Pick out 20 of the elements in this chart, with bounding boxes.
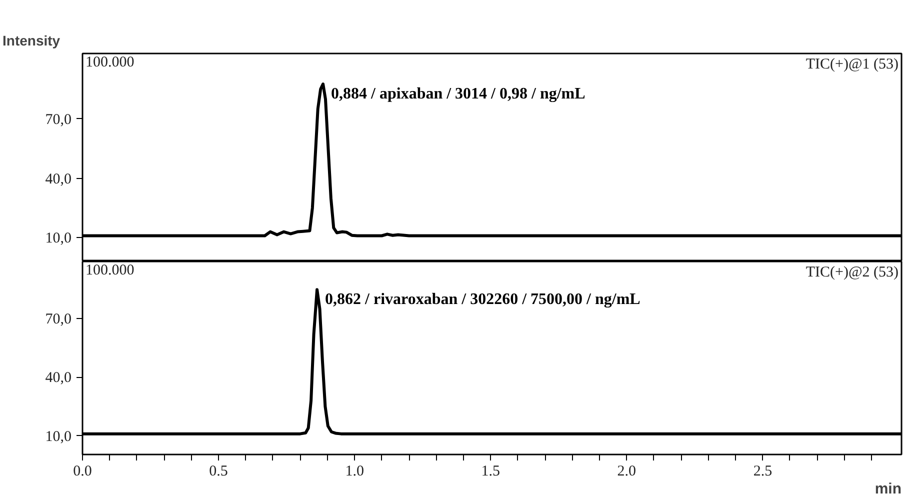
annotation: 100.000 [86, 262, 134, 278]
y-tick-label: 70,0 [45, 112, 72, 128]
y-tick-label: 40,0 [45, 370, 72, 386]
x-tick-label: 0.5 [209, 464, 228, 480]
annotation: TIC(+)@2 (53) [806, 264, 899, 280]
annotation: 100.000 [86, 54, 134, 70]
x-tick-label: 2.5 [753, 464, 772, 480]
x-tick-label: 2.0 [617, 464, 636, 480]
y-tick-label: 70,0 [45, 312, 72, 328]
y-tick-label: 10,0 [45, 230, 72, 247]
annotation: 0,884 / apixaban / 3014 / 0,98 / ng/mL [331, 86, 586, 103]
x-tick-label: 1.5 [481, 464, 500, 480]
annotation: 0,862 / rivaroxaban / 302260 / 7500,00 / ng/mL [325, 291, 640, 308]
x-tick-label: 1.0 [345, 464, 364, 480]
y-tick-label: 10,0 [45, 428, 72, 445]
y-tick-label: 40,0 [45, 171, 72, 188]
x-tick-label: 0.0 [73, 464, 92, 480]
annotation: TIC(+)@1 (53) [806, 56, 899, 72]
x-axis-title: min [874, 480, 902, 497]
y-axis-title: Intensity [2, 32, 60, 48]
